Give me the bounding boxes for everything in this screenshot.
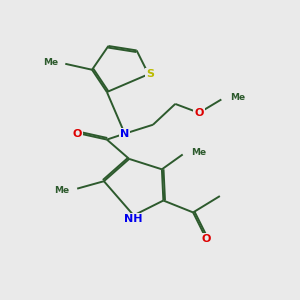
Text: Me: Me: [191, 148, 206, 158]
Text: Me: Me: [43, 58, 58, 67]
Text: O: O: [73, 129, 82, 139]
Text: Me: Me: [54, 186, 69, 195]
Text: N: N: [120, 129, 129, 139]
Text: NH: NH: [124, 214, 143, 224]
Text: O: O: [202, 234, 211, 244]
Text: Me: Me: [230, 94, 245, 103]
Text: S: S: [146, 69, 154, 79]
Text: O: O: [194, 108, 204, 118]
